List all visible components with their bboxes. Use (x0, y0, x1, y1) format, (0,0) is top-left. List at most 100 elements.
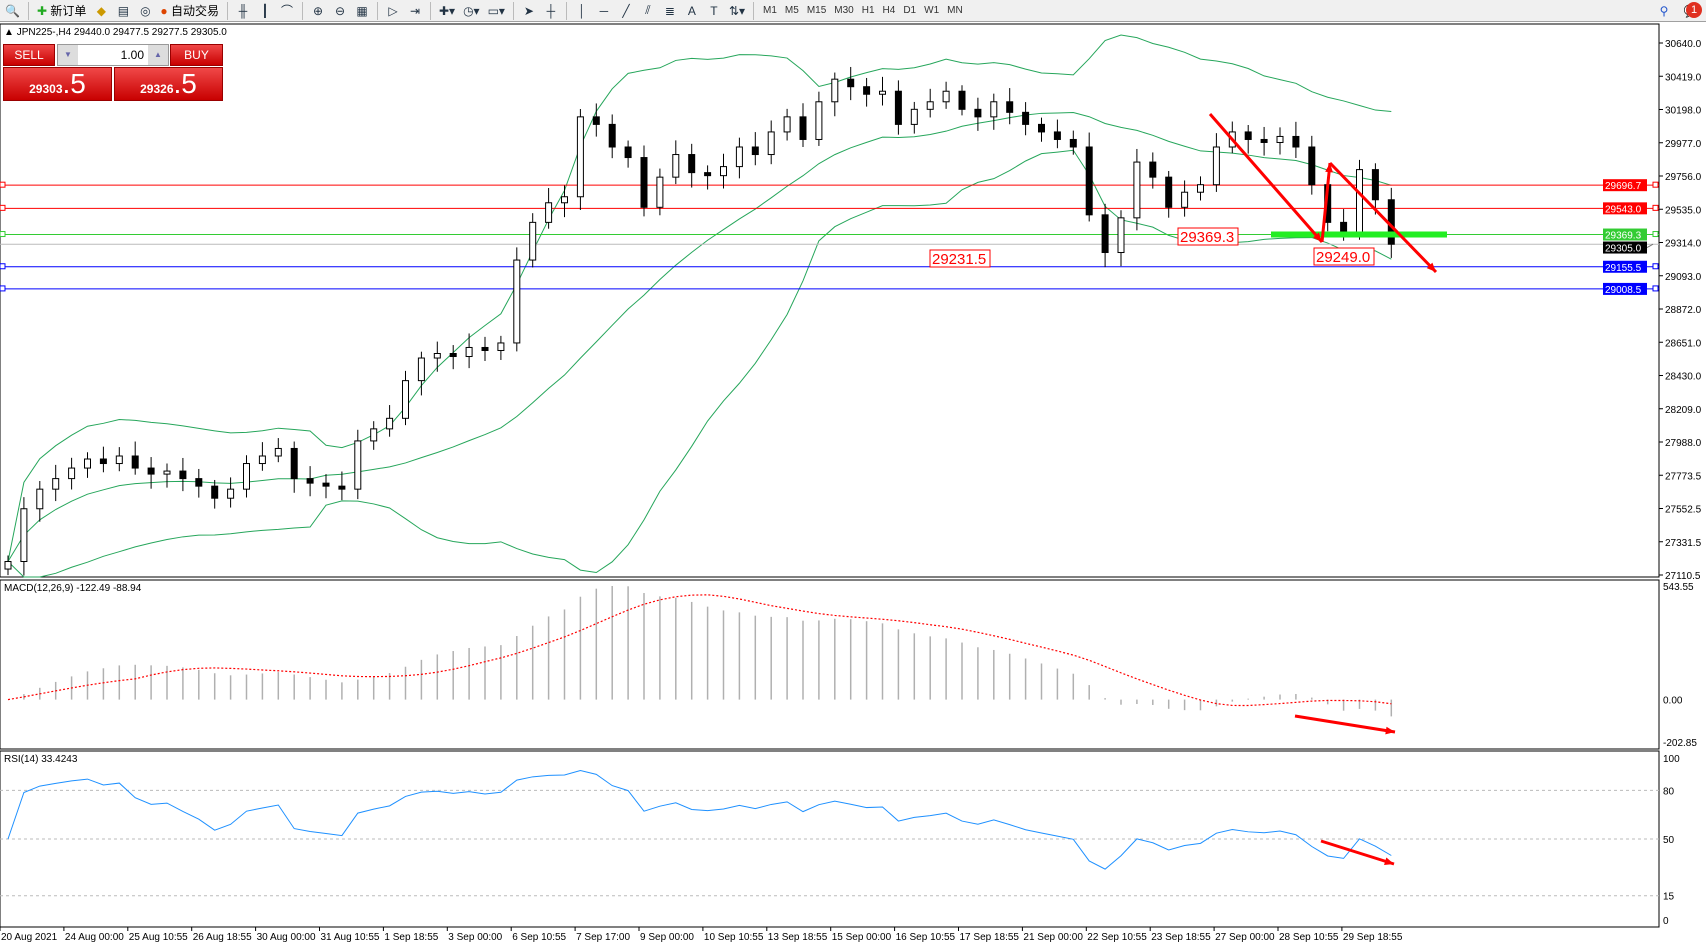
timeframe-m1[interactable]: M1 (763, 5, 777, 16)
level-handle (1652, 231, 1659, 238)
down-arrow-projection (1328, 161, 1438, 274)
candle-body (433, 353, 441, 359)
new-order-button[interactable]: ✚ 新订单 (36, 3, 87, 19)
candle-body (1053, 131, 1061, 140)
zoom-icon[interactable]: 🔍 (5, 3, 20, 18)
line-chart-icon[interactable]: ⌒ (280, 4, 293, 18)
sell-button[interactable]: SELL (3, 44, 55, 66)
trendline-icon[interactable]: ╱ (622, 3, 630, 18)
navigator-icon[interactable]: ▤ (117, 3, 130, 18)
price-tick-label: 28430.0 (1665, 372, 1702, 383)
chart-shift-icon[interactable]: ⇥ (409, 3, 421, 18)
rsi-line (7, 770, 1392, 870)
price-tick-label: 27773.5 (1665, 471, 1702, 482)
crosshair-icon[interactable]: ┼ (546, 3, 556, 18)
macd-divergence-arrow (1294, 714, 1396, 734)
symbol-ohlc: JPN225-,H4 29440.0 29477.5 29277.5 29305… (16, 27, 227, 38)
candle-body (465, 346, 473, 358)
time-label: 15 Sep 00:00 (832, 932, 892, 943)
candle-body (1356, 169, 1363, 234)
timeframe-m15[interactable]: M15 (806, 5, 827, 16)
level-handle (0, 263, 6, 270)
candle-body (1181, 191, 1189, 208)
lot-size-input[interactable]: ▼ 1.00 ▲ (57, 44, 169, 66)
timeframe-d1[interactable]: D1 (903, 5, 917, 16)
zoom-out-icon[interactable]: ⊖ (334, 3, 346, 18)
auto-trading-button[interactable]: ● 自动交易 (160, 3, 219, 19)
search-icon[interactable]: ⚲ (1659, 3, 1669, 18)
one-click-trading-panel: SELL ▼ 1.00 ▲ BUY 29303.5 29326.5 (3, 44, 223, 101)
macd-tick-label: -202.85 (1663, 738, 1697, 749)
auto-scroll-icon[interactable]: ▷ (388, 3, 398, 18)
time-label: 20 Aug 2021 (1, 932, 58, 943)
timeframe-m5[interactable]: M5 (784, 5, 799, 16)
metaeditor-icon[interactable]: ◆ (96, 3, 106, 18)
time-label: 21 Sep 00:00 (1023, 932, 1083, 943)
price-annotation-box (1177, 227, 1239, 246)
timeframe-h4[interactable]: H4 (882, 5, 896, 16)
macd-tick-label: 543.55 (1663, 582, 1694, 593)
channel-icon[interactable]: ⫽ (645, 3, 651, 17)
price-tick-label: 29093.0 (1665, 272, 1702, 283)
candle-body (115, 455, 123, 465)
lot-decrease-button[interactable]: ▼ (58, 45, 78, 65)
candle-body (179, 470, 187, 480)
level-price-tag (1603, 282, 1647, 295)
level-price-tag (1603, 228, 1647, 241)
text-label-icon[interactable]: T (710, 3, 718, 18)
indicators-icon[interactable]: ✚▾ (438, 3, 456, 18)
up-arrow (1320, 162, 1332, 243)
candle-body (958, 90, 966, 110)
timeframe-mn[interactable]: MN (947, 5, 963, 16)
timeframe-m30[interactable]: M30 (834, 5, 854, 16)
timeframe-w1[interactable]: W1 (924, 5, 940, 16)
cursor-icon[interactable]: ➤ (523, 3, 534, 18)
sell-price[interactable]: 29303.5 (3, 67, 112, 101)
candle-body (879, 90, 886, 95)
signal-icon[interactable]: ◎ (140, 3, 151, 18)
buy-price-main: 29326 (140, 82, 174, 96)
bar-chart-icon[interactable]: ╫ (238, 3, 248, 18)
macd-signal-line (7, 594, 1392, 707)
text-icon[interactable]: A (687, 3, 696, 18)
chat-icon[interactable]: 💬1 (1676, 1, 1706, 21)
candle-body (131, 455, 139, 469)
buy-button[interactable]: BUY (170, 44, 223, 66)
time-label: 17 Sep 18:55 (960, 932, 1020, 943)
bollinger-middle (7, 112, 1392, 562)
candle-body (195, 478, 203, 487)
horizontal-line-icon[interactable]: ─ (599, 3, 609, 18)
fibonacci-icon[interactable]: ≣ (664, 3, 675, 18)
tile-windows-icon[interactable]: ▦ (356, 3, 368, 18)
rsi-tick-label: 80 (1663, 786, 1675, 797)
time-label: 22 Sep 10:55 (1087, 932, 1147, 943)
timeframe-h1[interactable]: H1 (861, 5, 875, 16)
arrows-icon[interactable]: ⇅▾ (728, 3, 746, 18)
zoom-in-icon[interactable]: ⊕ (312, 3, 324, 18)
lot-increase-button[interactable]: ▲ (148, 45, 168, 65)
candle-body (688, 154, 696, 174)
rsi-tick-label: 15 (1663, 892, 1675, 903)
candle-body (592, 116, 600, 125)
level-price-tag (1603, 260, 1647, 273)
candle-body (449, 353, 457, 358)
buy-price[interactable]: 29326.5 (114, 67, 223, 101)
level-price-label: 29008.5 (1605, 285, 1642, 296)
level-price-label: 29543.0 (1605, 204, 1642, 215)
price-annotation-box (929, 249, 991, 268)
price-annotation-box (1313, 247, 1375, 266)
sell-price-main: 29303 (29, 82, 63, 96)
templates-icon[interactable]: ▭▾ (487, 3, 505, 18)
candlestick-icon[interactable]: ┃ (261, 3, 269, 18)
rsi-tick-label: 100 (1663, 754, 1680, 765)
time-label: 13 Sep 18:55 (768, 932, 828, 943)
periods-clock-icon[interactable]: ◷▾ (463, 3, 480, 18)
level-handle (0, 204, 6, 211)
vertical-line-icon[interactable]: │ (578, 3, 586, 18)
candle-body (163, 470, 171, 475)
price-tick-label: 29314.0 (1665, 239, 1702, 250)
candle-body (497, 342, 505, 351)
down-arrow (1208, 113, 1324, 243)
macd-label: MACD(12,26,9) -122.49 -88.94 (4, 583, 142, 594)
